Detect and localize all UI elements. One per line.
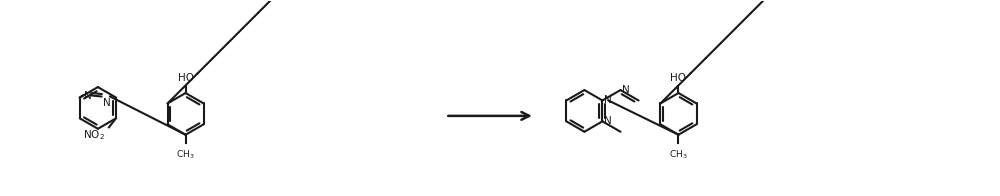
- Text: N: N: [84, 91, 92, 101]
- Text: HO: HO: [670, 73, 686, 83]
- Text: CH$_3$: CH$_3$: [669, 149, 688, 161]
- Text: NO$_2$: NO$_2$: [83, 128, 105, 142]
- Text: N: N: [604, 116, 612, 126]
- Text: CH$_3$: CH$_3$: [176, 149, 195, 161]
- Text: N: N: [604, 95, 612, 105]
- Text: HO: HO: [178, 73, 194, 83]
- Text: N: N: [622, 85, 630, 95]
- Text: N: N: [103, 97, 111, 107]
